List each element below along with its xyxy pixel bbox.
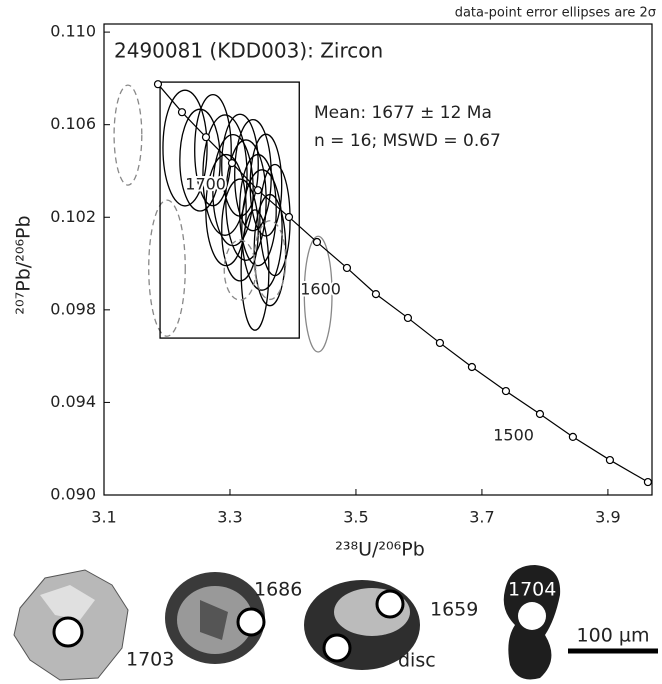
spot [54, 618, 82, 646]
spot [238, 609, 264, 635]
concordia-marker [313, 239, 320, 246]
grain-label: 1703 [126, 649, 174, 671]
spot [377, 591, 403, 617]
plot-frame [104, 24, 652, 495]
concordia-marker [228, 160, 235, 167]
y-tick-label: 0.110 [50, 22, 96, 41]
y-axis-label: ²⁰⁷Pb/²⁰⁶Pb [13, 215, 35, 314]
age-label: 1500 [493, 425, 534, 444]
chart-title: 2490081 (KDD003): Zircon [114, 39, 383, 63]
x-tick-label: 3.5 [343, 508, 368, 527]
age-label: 1600 [300, 279, 341, 298]
note: data-point error ellipses are 2σ [455, 6, 656, 21]
x-tick-label: 3.7 [469, 508, 494, 527]
y-tick-label: 0.094 [50, 392, 96, 411]
error-ellipse [149, 200, 186, 336]
grain-label: 1704 [508, 579, 556, 601]
concordia-marker [372, 291, 379, 298]
grain-label: disc [398, 650, 436, 672]
concordia-marker [436, 339, 443, 346]
x-tick-label: 3.3 [217, 508, 242, 527]
concordia-marker [178, 109, 185, 116]
concordia-marker [254, 187, 261, 194]
concordia-marker [468, 364, 475, 371]
y-tick-label: 0.090 [50, 485, 96, 504]
stats-text: n = 16; MSWD = 0.67 [314, 131, 501, 151]
spot [518, 602, 546, 630]
concordia-marker [644, 479, 651, 486]
concordia-marker [404, 314, 411, 321]
x-tick-label: 3.9 [595, 508, 620, 527]
mean-box [160, 82, 299, 338]
concordia-marker [343, 264, 350, 271]
grain-label: 1686 [254, 579, 302, 601]
y-tick-label: 0.106 [50, 114, 96, 133]
age-label: 1700 [185, 175, 226, 194]
concordia-marker [154, 81, 161, 88]
x-axis-label: ²³⁸U/²⁰⁶Pb [335, 539, 425, 561]
concordia-marker [202, 134, 209, 141]
concordia-marker [502, 388, 509, 395]
x-tick-label: 3.1 [91, 508, 116, 527]
concordia-marker [569, 433, 576, 440]
grain-images: 1703 1686 1659 disc 1704 100 µm [14, 565, 658, 680]
error-ellipse [114, 85, 142, 185]
spot [324, 635, 350, 661]
error-ellipse [180, 109, 220, 211]
concordia-marker [285, 214, 292, 221]
grain-label: 1659 [430, 599, 478, 621]
y-tick-label: 0.098 [50, 299, 96, 318]
y-tick-label: 0.102 [50, 207, 96, 226]
concordia-marker [536, 410, 543, 417]
chart: data-point error ellipses are 2σ 2490081… [0, 0, 662, 684]
concordia-marker [606, 457, 613, 464]
scale-label: 100 µm [577, 625, 650, 647]
mean-text: Mean: 1677 ± 12 Ma [314, 103, 492, 123]
